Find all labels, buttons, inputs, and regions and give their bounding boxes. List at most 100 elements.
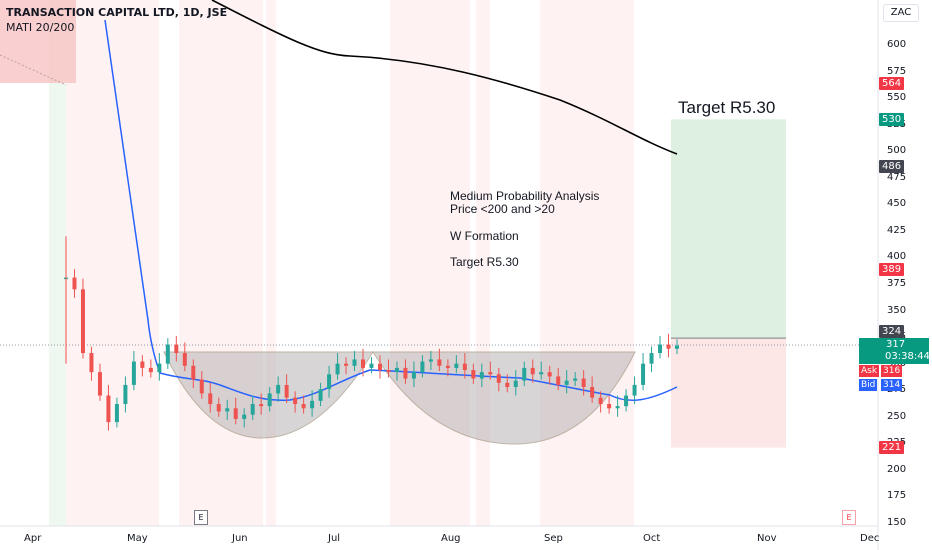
earnings-marker[interactable]: E <box>194 510 208 525</box>
candle-body <box>496 374 501 383</box>
candle-body <box>377 363 382 371</box>
candle-body <box>72 277 77 290</box>
candle-body <box>199 379 204 394</box>
candle-body <box>564 380 569 385</box>
candle-body <box>454 363 459 368</box>
y-tick-label: 400 <box>887 251 907 263</box>
pattern-label[interactable]: W Formation <box>450 229 519 243</box>
candle-body <box>437 359 442 366</box>
earnings-marker[interactable]: E <box>842 510 856 525</box>
y-tick-label: 250 <box>887 410 907 422</box>
candle-body <box>131 361 136 385</box>
candle-body <box>284 384 289 398</box>
candle-body <box>666 344 671 349</box>
candle-body <box>598 397 603 405</box>
y-tick-label: 450 <box>887 198 907 210</box>
ma-20-line <box>104 19 678 402</box>
candle-body <box>394 367 399 373</box>
candle-body <box>573 378 578 381</box>
session-band <box>540 0 634 526</box>
candle-body <box>301 404 306 409</box>
candle-body <box>488 372 493 375</box>
y-tick-label: 150 <box>887 517 907 528</box>
price-tag-389: 389 <box>879 263 905 276</box>
candle-body <box>607 404 612 409</box>
candle-body <box>140 361 145 368</box>
ma-200-line <box>211 0 678 155</box>
candle-body <box>369 363 374 368</box>
ask-label: Ask <box>859 365 880 377</box>
candle-body <box>641 363 646 385</box>
candle-body <box>267 393 272 407</box>
indicator-label[interactable]: MATI 20/200 <box>6 21 75 34</box>
candle-body <box>445 365 450 368</box>
candle-body <box>505 382 510 388</box>
candle-body <box>208 393 213 405</box>
analysis-target[interactable]: Target R5.30 <box>450 255 519 269</box>
candle-body <box>352 359 357 366</box>
candle-body <box>556 376 561 385</box>
candle-body <box>225 408 230 412</box>
session-band <box>390 0 470 526</box>
candle-body <box>97 372 102 396</box>
price-tag-486: 486 <box>879 160 905 173</box>
target-annotation[interactable]: Target R5.30 <box>678 98 776 117</box>
candle-body <box>106 395 111 423</box>
candle-body <box>157 363 162 373</box>
y-tick-label: 500 <box>887 145 907 157</box>
bid-label: Bid <box>859 379 878 391</box>
target-zone <box>671 119 786 339</box>
price-tag-324: 324 <box>879 325 905 338</box>
session-band <box>179 0 263 526</box>
bar-countdown: 03:38:44 <box>885 351 930 362</box>
symbol-title[interactable]: TRANSACTION CAPITAL LTD, 1D, JSE <box>6 6 228 19</box>
candle-body <box>310 400 315 409</box>
candle-body <box>148 367 153 373</box>
x-tick-label: Jun <box>232 533 248 544</box>
y-tick-label: 425 <box>887 224 907 236</box>
candle-body <box>513 380 518 388</box>
candle-body <box>165 344 170 364</box>
candle-body <box>624 395 629 407</box>
x-tick-label: Dec <box>860 533 880 544</box>
candle-body <box>114 404 119 423</box>
candle-body <box>361 359 366 368</box>
candle-body <box>386 370 391 373</box>
candle-body <box>335 363 340 375</box>
candle-body <box>123 384 128 405</box>
candle-body <box>471 370 476 379</box>
y-tick-label: 200 <box>887 463 907 475</box>
price-tag-564: 564 <box>879 77 905 90</box>
currency-selector[interactable]: ZAC <box>883 4 919 22</box>
current-price-value: 317 <box>886 339 906 350</box>
price-tag-221: 221 <box>879 441 905 454</box>
highlight-zone <box>0 0 76 83</box>
candle-body <box>590 387 595 398</box>
session-band <box>49 0 66 526</box>
y-tick-label: 600 <box>887 39 907 50</box>
x-tick-label: May <box>127 533 148 544</box>
candle-body <box>293 397 298 405</box>
candle-body <box>428 359 433 362</box>
candle-body <box>89 353 94 373</box>
candle-body <box>242 414 247 419</box>
candle-body <box>658 344 663 354</box>
analysis-condition[interactable]: Price <200 and >20 <box>450 202 555 216</box>
candle-body <box>259 404 264 407</box>
candle-body <box>632 384 637 396</box>
candle-body <box>174 344 179 354</box>
trend-line <box>0 54 67 86</box>
candle-body <box>80 289 85 354</box>
y-tick-label: 550 <box>887 92 907 104</box>
candle-body <box>547 372 552 377</box>
bid-value: 314 <box>881 379 903 391</box>
y-tick-label: 375 <box>887 278 907 289</box>
candle-body <box>411 372 416 379</box>
current-price-label: 317 03:38:44 <box>859 338 930 364</box>
candle-body <box>462 363 467 371</box>
analysis-title[interactable]: Medium Probability Analysis <box>450 189 600 203</box>
x-tick-label: Nov <box>757 533 777 544</box>
stop-zone <box>671 338 786 448</box>
